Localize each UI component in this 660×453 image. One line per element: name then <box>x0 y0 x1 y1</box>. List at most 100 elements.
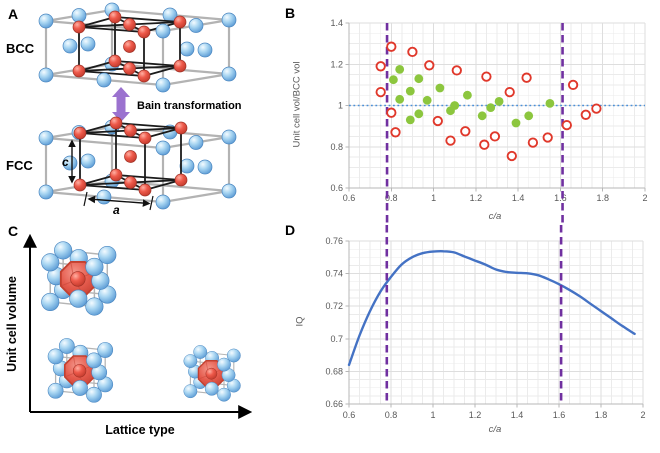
data-point <box>386 41 397 52</box>
red-atom <box>138 131 152 145</box>
D-curve <box>347 250 636 367</box>
D-y-tick-label: 0.72 <box>325 301 343 311</box>
D-y-tick-label: 0.74 <box>325 269 343 279</box>
red-atom <box>108 10 122 24</box>
blue-atom <box>197 42 213 58</box>
B-y-tick-label: 1.2 <box>330 59 343 69</box>
blue-atom <box>226 348 241 363</box>
blue-atom <box>155 77 171 93</box>
red-atom <box>173 15 187 29</box>
data-point <box>486 103 496 112</box>
data-point <box>389 75 398 85</box>
dim-a-label: a <box>113 203 120 217</box>
panel-b-chart: 0.6 0.8 1 1.2 1.4 1.6 1.8 2 0.6 0.8 1 1.2 1.4 <box>330 18 648 225</box>
blue-atom <box>188 135 204 150</box>
red-atom <box>70 271 86 287</box>
blue-atom <box>197 159 213 175</box>
B-x-tick-label: 1 <box>431 193 436 203</box>
D-y-tick-label: 0.66 <box>325 399 343 409</box>
data-point <box>463 90 472 100</box>
data-point <box>460 126 471 137</box>
data-point <box>390 127 401 138</box>
data-point <box>524 111 534 121</box>
data-point <box>527 137 539 148</box>
D-x-tick-label: 1.2 <box>469 410 482 420</box>
panel-d-x-axis-title: c/a <box>488 424 502 435</box>
data-point <box>567 79 579 91</box>
blue-atom <box>54 241 73 260</box>
blue-atom <box>155 194 171 210</box>
data-point <box>395 94 405 104</box>
panel-b-letter: B <box>285 5 296 21</box>
blue-atom <box>86 386 102 403</box>
blue-atom <box>97 342 114 358</box>
panel-c-axes <box>23 233 253 419</box>
data-point <box>545 99 555 108</box>
data-point <box>481 71 492 82</box>
data-point <box>446 106 455 116</box>
D-x-tick-label: 2 <box>640 410 645 420</box>
B-x-tick-label: 1.2 <box>470 193 483 203</box>
data-point <box>432 115 443 127</box>
data-point <box>494 97 504 106</box>
data-point <box>395 65 405 74</box>
red-atom <box>174 173 188 187</box>
data-point <box>422 95 432 105</box>
bcc-label: BCC <box>6 41 35 56</box>
blue-atom <box>72 380 88 396</box>
panel-c-letter: C <box>8 223 18 239</box>
red-atom <box>72 364 87 378</box>
fcc-dimension-arrows: c a <box>62 139 154 217</box>
D-y-tick-label: 0.76 <box>325 236 343 246</box>
red-atom <box>109 168 123 182</box>
data-point <box>386 107 397 118</box>
fcc-label: FCC <box>6 158 33 173</box>
blue-atom <box>217 387 231 402</box>
red-atom <box>124 176 137 189</box>
red-atom <box>205 367 218 380</box>
red-atom <box>124 150 137 163</box>
B-x-tick-label: 0.6 <box>343 193 356 203</box>
data-point <box>405 115 415 125</box>
blue-atom <box>96 72 112 88</box>
red-atom <box>123 62 136 75</box>
data-point <box>511 118 521 128</box>
blue-atom <box>80 153 96 169</box>
panel-d: 0.6 0.8 1 1.2 1.4 1.6 1.8 2 0.66 0.68 0.7 0.72 0.74 0… <box>283 223 660 453</box>
B-series-open-red-circles <box>375 41 602 162</box>
data-point <box>375 61 386 72</box>
D-y-tick-label: 0.7 <box>330 334 343 344</box>
data-point <box>489 131 501 142</box>
blue-atom <box>41 253 60 272</box>
blue-atom <box>221 183 237 199</box>
data-point <box>445 135 456 146</box>
crystal-cell <box>183 345 241 402</box>
D-x-tick-label: 0.6 <box>343 410 356 420</box>
B-x-tick-label: 1.8 <box>596 193 609 203</box>
red-atom <box>108 54 122 68</box>
blue-atom <box>38 13 54 29</box>
data-point <box>479 139 490 150</box>
blue-atom <box>58 338 75 354</box>
data-point <box>477 111 487 121</box>
D-minor-grid <box>349 241 644 405</box>
panel-c-illustration: C Unit cell volume Lattice type <box>5 223 253 437</box>
bain-transformation-label: Bain transformation <box>137 100 242 112</box>
blue-atom <box>38 184 54 200</box>
blue-atom <box>47 382 64 399</box>
blue-atom <box>155 23 171 39</box>
blue-atom <box>41 292 60 311</box>
blue-atom <box>86 352 102 369</box>
blue-atom <box>183 354 198 368</box>
panel-c: C Unit cell volume Lattice type <box>0 218 280 453</box>
data-point <box>375 86 386 98</box>
panel-a-illustration: A BCC FCC Bain transformation c a <box>6 2 242 217</box>
B-series-filled-green-circles <box>389 65 555 128</box>
blue-atom <box>71 8 87 23</box>
blue-atom <box>221 129 237 145</box>
D-x-tick-label: 1.6 <box>553 410 566 420</box>
data-point <box>580 109 591 120</box>
blue-atom <box>193 345 208 359</box>
D-x-tick-label: 0.8 <box>385 410 398 420</box>
panel-a: A BCC FCC Bain transformation c a <box>0 0 280 220</box>
